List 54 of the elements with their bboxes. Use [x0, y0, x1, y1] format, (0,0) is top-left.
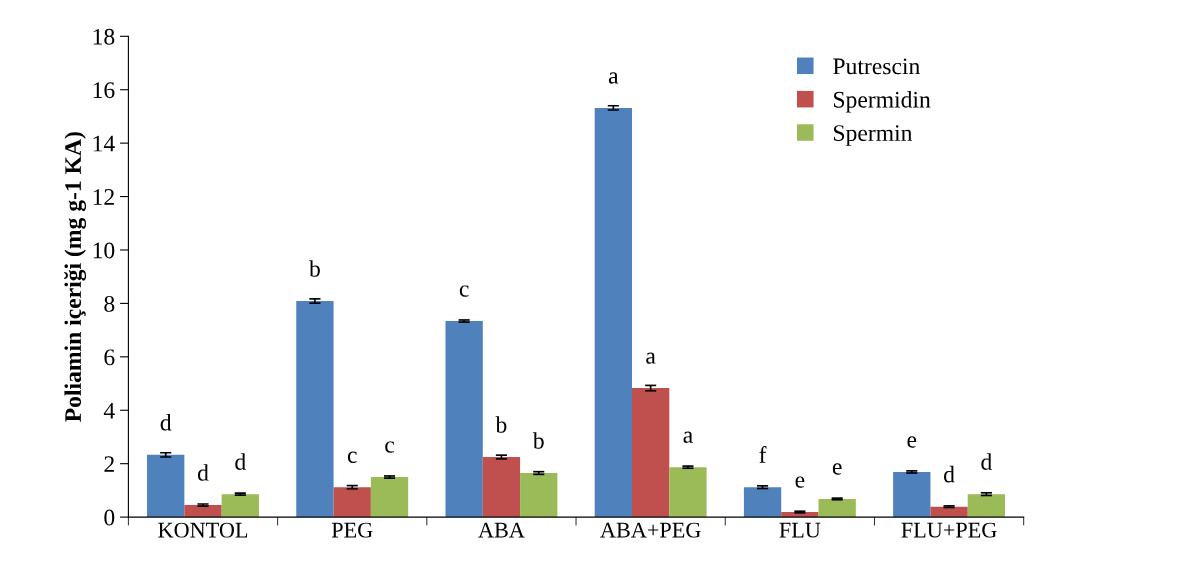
bar	[370, 477, 409, 518]
bar	[296, 301, 334, 518]
bar	[445, 321, 483, 518]
data-label: b	[495, 416, 507, 433]
bar	[482, 457, 521, 518]
data-label: b	[532, 432, 544, 449]
data-label: c	[347, 451, 357, 463]
y-tick-label: 0	[104, 509, 115, 526]
legend-label: Spermin	[834, 125, 913, 146]
bar	[594, 107, 632, 518]
x-tick-label: FLU+PEG	[901, 522, 997, 538]
data-label: e	[907, 436, 917, 448]
bar	[221, 494, 259, 518]
data-label: a	[608, 72, 619, 84]
x-tick-label: FLU	[779, 522, 821, 538]
data-label: d	[944, 465, 955, 483]
y-tick-label: 4	[103, 402, 115, 419]
bar	[184, 505, 222, 518]
data-label: c	[459, 285, 469, 297]
data-label: e	[832, 463, 842, 475]
data-label: d	[197, 464, 209, 481]
data-label: e	[795, 476, 805, 488]
y-tick-label: 16	[93, 82, 115, 99]
x-tick-label: ABA	[478, 522, 525, 538]
y-tick-label: 18	[93, 28, 115, 45]
bar	[743, 487, 782, 518]
data-label: d	[235, 453, 246, 470]
bar	[818, 498, 856, 518]
y-axis-title: Poliamin içeriği (mg g-1 KA)	[64, 132, 87, 422]
data-label: f	[759, 446, 767, 463]
bar	[669, 467, 707, 518]
bar	[333, 487, 371, 518]
x-tick-label: ABA+PEG	[600, 522, 701, 538]
bar	[520, 473, 558, 518]
bar	[632, 388, 670, 518]
y-tick-label: 12	[93, 189, 114, 205]
x-tick-label: PEG	[331, 522, 373, 538]
data-label: d	[981, 453, 992, 470]
y-tick-label: 6	[104, 349, 115, 366]
y-tick-label: 2	[104, 456, 114, 472]
bar	[147, 454, 185, 518]
y-tick-label: 14	[93, 135, 115, 152]
x-tick-label: KONTOL	[158, 522, 248, 538]
data-label: a	[683, 431, 693, 443]
bar	[893, 471, 931, 518]
data-label: a	[646, 352, 656, 364]
data-label: d	[160, 414, 172, 431]
bar	[967, 494, 1006, 518]
data-label: c	[385, 441, 395, 453]
data-label: b	[309, 260, 320, 277]
y-tick-label: 10	[93, 242, 115, 259]
y-tick-label: 8	[104, 295, 115, 312]
legend-label: Putrescin	[833, 58, 920, 75]
legend-label: Spermidin	[834, 91, 931, 113]
